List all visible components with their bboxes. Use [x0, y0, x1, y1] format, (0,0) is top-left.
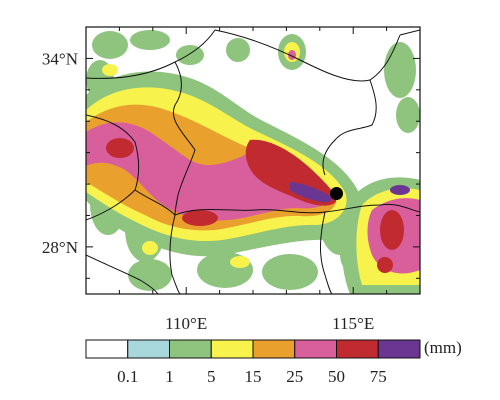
cell-northwest	[102, 64, 118, 76]
colorbar-tick-label: 75	[370, 367, 387, 386]
station-marker	[330, 186, 343, 200]
colorbar-segment	[127, 339, 170, 359]
rain-core-purple	[290, 182, 332, 203]
axis-ticks	[85, 26, 421, 294]
colorbar-tick-label: 25	[286, 367, 303, 386]
lat-tick-label: 28°N	[42, 238, 78, 257]
rain-core-west	[106, 138, 134, 158]
east-cluster-purple	[390, 185, 410, 195]
cell-south	[230, 256, 250, 268]
boundary-line	[174, 149, 196, 216]
boundary-line	[86, 254, 159, 294]
lon-tick-label: 115°E	[332, 314, 374, 333]
colorbar-segment	[210, 339, 254, 359]
boundary-line	[214, 29, 401, 82]
colorbar-segment	[252, 339, 296, 359]
boundary-line	[174, 203, 420, 216]
rain-band-pink	[86, 122, 331, 221]
lon-tick-label: 110°E	[165, 314, 207, 333]
lat-tick-label: 34°N	[42, 49, 78, 68]
colorbar	[85, 339, 421, 359]
province-boundaries	[86, 29, 420, 294]
boundary-line	[319, 211, 333, 294]
boundary-line	[172, 61, 196, 151]
colorbar-segment	[377, 339, 421, 359]
boundary-line	[399, 29, 420, 36]
colorbar-labels: 0.1 1 5 15 25 50 75	[117, 367, 387, 386]
boundary-line	[86, 189, 136, 221]
colorbar-segment	[85, 339, 129, 359]
rain-core-south	[182, 210, 218, 226]
east-cluster-red-south	[377, 257, 393, 273]
colorbar-tick-label: 50	[328, 367, 345, 386]
colorbar-segment	[169, 339, 212, 359]
colorbar-segment	[294, 339, 337, 359]
colorbar-tick-label: 0.1	[117, 367, 138, 386]
colorbar-segment	[336, 339, 379, 359]
colorbar-tick-label: 1	[165, 367, 174, 386]
colorbar-tick-label: 5	[207, 367, 216, 386]
boundary-line	[86, 29, 216, 79]
colorbar-unit: (mm)	[424, 338, 462, 357]
boundary-line	[86, 114, 140, 191]
colorbar-tick-label: 15	[245, 367, 262, 386]
boundary-line	[322, 79, 377, 176]
east-cluster-red	[380, 210, 404, 250]
boundary-line	[134, 189, 181, 294]
cell-southwest	[142, 241, 158, 255]
